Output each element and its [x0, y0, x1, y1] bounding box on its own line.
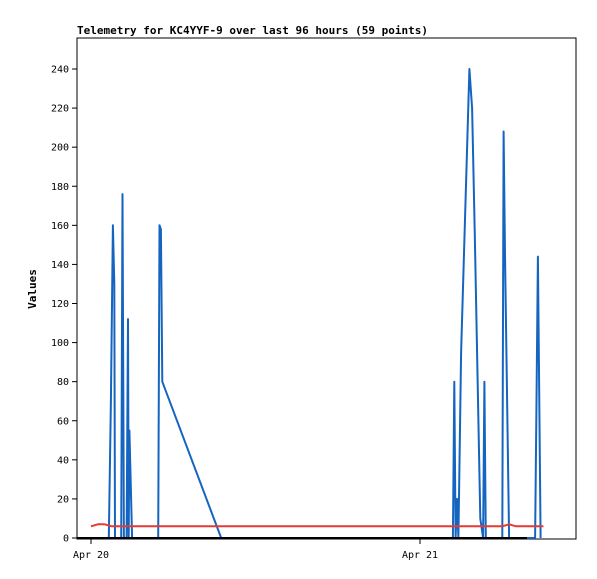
plot-area — [76, 37, 577, 540]
y-tick-label: 80 — [57, 377, 69, 388]
series-line-1 — [107, 68, 542, 539]
chart-title: Telemetry for KC4YYF-9 over last 96 hour… — [77, 24, 428, 37]
series-line-2 — [90, 523, 544, 528]
y-tick-label: 100 — [51, 338, 69, 349]
series-layer — [90, 68, 544, 539]
y-tick-label: 120 — [51, 299, 69, 310]
y-tick-label: 140 — [51, 260, 69, 271]
x-tick-label: Apr 20 — [73, 550, 109, 561]
y-tick-label: 160 — [51, 221, 69, 232]
y-tick-label: 0 — [63, 534, 69, 545]
y-tick-label: 20 — [57, 494, 69, 505]
y-tick-label: 240 — [51, 65, 69, 76]
y-axis: 0 20 40 60 80 100 120 140 160 180 200 220 240 — [51, 65, 77, 545]
y-tick-label: 200 — [51, 143, 69, 154]
y-tick-label: 180 — [51, 182, 69, 193]
x-tick-label: Apr 21 — [402, 550, 438, 561]
y-tick-label: 60 — [57, 416, 69, 427]
y-tick-label: 220 — [51, 104, 69, 115]
x-axis: Apr 20 Apr 21 — [73, 538, 438, 561]
y-axis-label: Values — [26, 269, 39, 309]
y-tick-label: 40 — [57, 455, 69, 466]
